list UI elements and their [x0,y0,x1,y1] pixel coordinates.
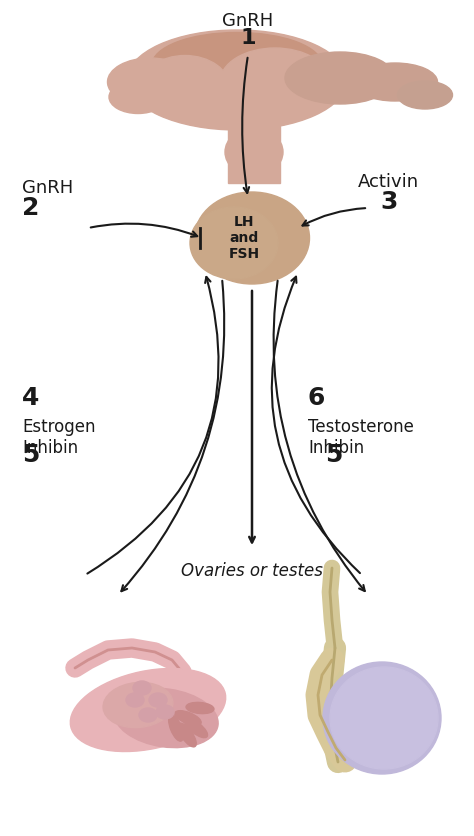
Ellipse shape [169,715,183,742]
Text: 1: 1 [240,28,256,48]
Ellipse shape [139,708,157,722]
Ellipse shape [285,52,395,104]
Text: Estrogen
Inhibin: Estrogen Inhibin [22,418,95,456]
Ellipse shape [114,688,218,747]
Ellipse shape [156,705,174,719]
Text: 6: 6 [308,386,325,410]
Text: 5: 5 [22,443,39,467]
Ellipse shape [353,63,438,101]
Text: 4: 4 [22,386,39,410]
Ellipse shape [70,669,226,752]
Ellipse shape [133,681,151,695]
Ellipse shape [175,711,201,726]
Ellipse shape [108,58,192,106]
Ellipse shape [178,723,196,747]
Ellipse shape [127,30,347,130]
Ellipse shape [220,48,330,116]
Ellipse shape [184,718,208,737]
Ellipse shape [186,702,214,714]
Text: 3: 3 [380,190,397,214]
Text: 5: 5 [325,443,342,467]
Ellipse shape [225,128,283,176]
Ellipse shape [103,682,173,727]
Text: Testosterone
Inhibin: Testosterone Inhibin [308,418,414,456]
Text: Activin: Activin [358,173,419,191]
Ellipse shape [140,55,230,120]
Ellipse shape [330,667,438,769]
Text: LH
and
FSH: LH and FSH [228,215,260,261]
Ellipse shape [126,693,144,707]
Text: GnRH: GnRH [222,12,273,30]
Ellipse shape [398,81,453,109]
Ellipse shape [194,192,310,284]
Text: Ovaries or testes: Ovaries or testes [181,562,323,580]
Ellipse shape [152,33,322,98]
Ellipse shape [190,207,278,279]
Bar [228,118,280,183]
Text: 2: 2 [22,196,39,220]
Text: GnRH: GnRH [22,179,73,197]
Ellipse shape [109,80,167,114]
Ellipse shape [149,693,167,707]
Ellipse shape [323,662,441,774]
